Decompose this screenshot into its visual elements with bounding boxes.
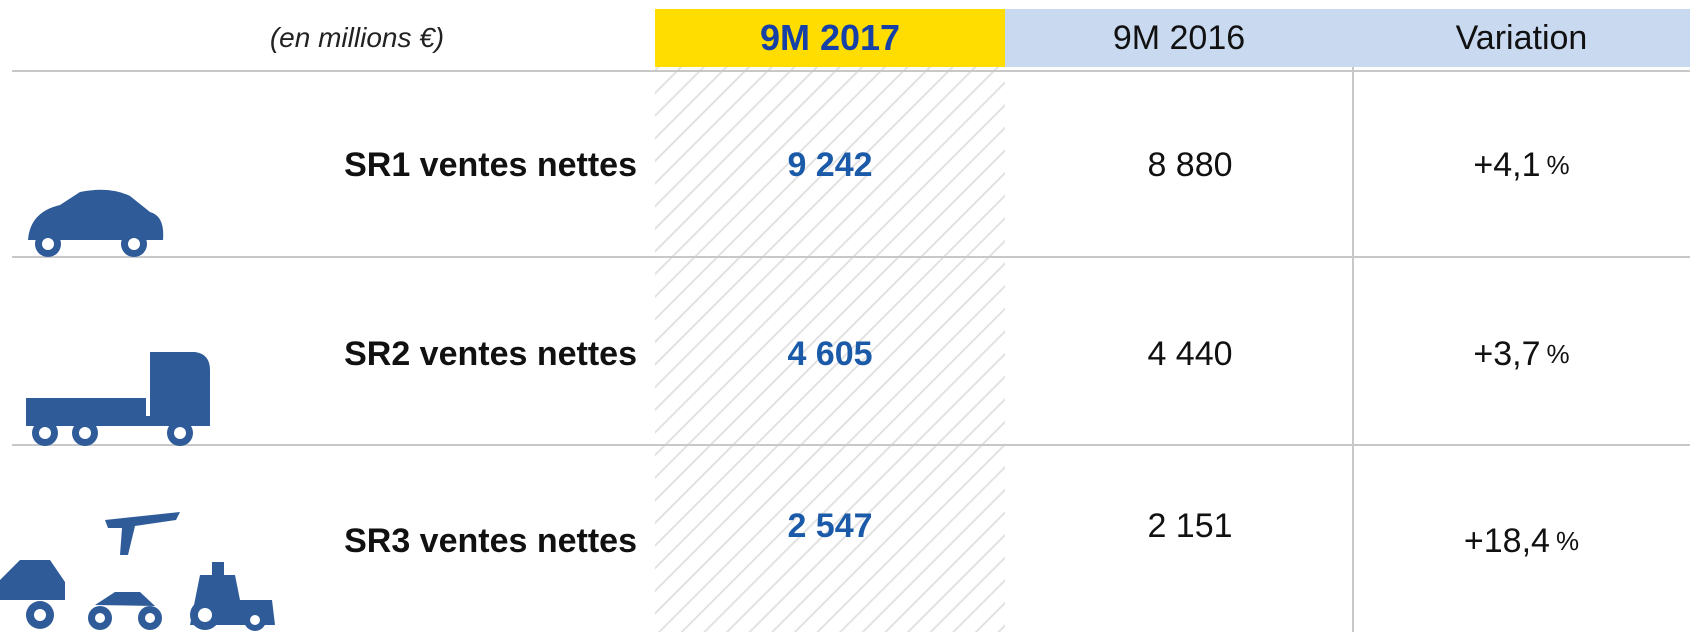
value-2017: 9 242 bbox=[787, 145, 873, 184]
variation-unit: % bbox=[1555, 525, 1580, 556]
variation-unit: % bbox=[1546, 149, 1570, 180]
unit-label: (en millions €) bbox=[269, 22, 445, 53]
truck-icon bbox=[26, 352, 210, 446]
variation: +4,1% bbox=[1353, 140, 1690, 190]
value-2016: 4 440 bbox=[1147, 334, 1233, 373]
value-2016: 8 880 bbox=[1147, 145, 1233, 184]
row-label: SR1 ventes nettes bbox=[344, 145, 637, 184]
grid bbox=[12, 67, 1690, 632]
car-icon bbox=[28, 189, 164, 257]
variation-value: +4,1 bbox=[1473, 145, 1541, 184]
sr3-icons bbox=[0, 512, 275, 631]
variation: +3,7% bbox=[1353, 329, 1690, 379]
column-header: Variation bbox=[1353, 9, 1690, 67]
column-header: 9M 2016 bbox=[1005, 9, 1353, 67]
variation-value: +18,4 bbox=[1463, 521, 1550, 560]
variation-value: +3,7 bbox=[1473, 334, 1541, 373]
hatched-column bbox=[655, 67, 1005, 632]
row-label: SR2 ventes nettes bbox=[344, 334, 637, 373]
value-2016: 2 151 bbox=[1147, 506, 1233, 545]
value-2017: 4 605 bbox=[787, 334, 873, 373]
column-header: 9M 2017 bbox=[655, 9, 1005, 67]
row-label: SR3 ventes nettes bbox=[344, 521, 637, 560]
value-2017: 2 547 bbox=[787, 506, 873, 545]
variation: +18,4% bbox=[1353, 516, 1690, 566]
variation-unit: % bbox=[1546, 338, 1570, 369]
